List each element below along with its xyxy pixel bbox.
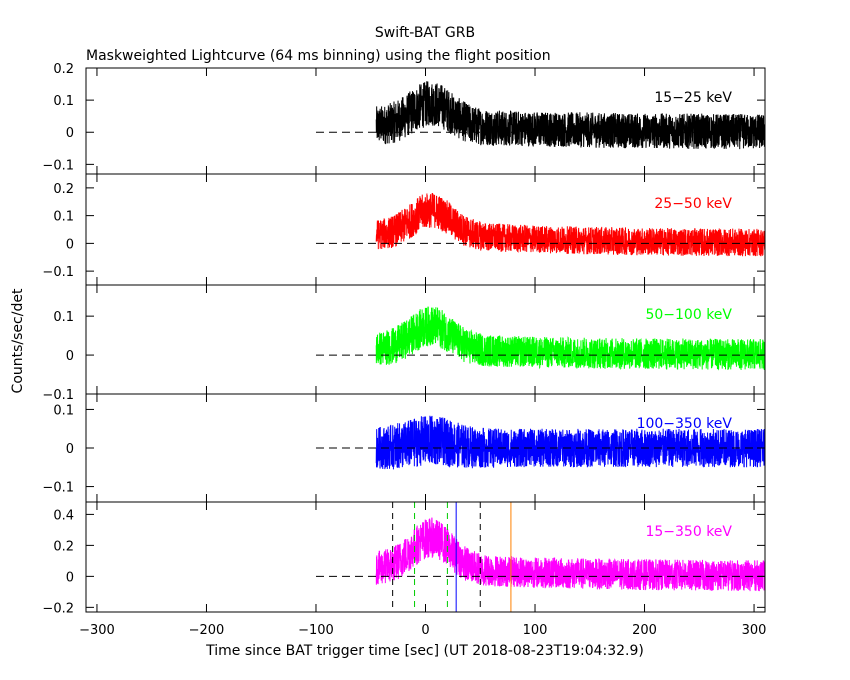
y-tick-label: 0.1 [53, 310, 74, 325]
panel-frame-3 [85, 284, 766, 395]
y-tick-label: 0 [66, 442, 74, 457]
lightcurve-trace-2 [375, 192, 766, 257]
panel-2: −0.1 0 0.1 0.2 25−50 keV [42, 173, 766, 286]
lightcurve-trace-1 [375, 81, 766, 150]
y-tick-label: −0.1 [42, 388, 74, 403]
y-tick-label: 0.1 [53, 94, 74, 109]
energy-band-label-4: 100−350 keV [637, 416, 733, 432]
y-tick-label: 0.4 [53, 508, 74, 523]
y-tick-label: 0.2 [53, 539, 74, 554]
chart-title: Swift-BAT GRB [375, 25, 475, 41]
y-tick-label: 0.2 [53, 62, 74, 77]
lightcurve-trace-4 [375, 415, 766, 470]
x-axis-label: Time since BAT trigger time [sec] (UT 20… [205, 643, 644, 659]
energy-band-label-2: 25−50 keV [654, 196, 732, 212]
panel-1: −0.1 0 0.1 0.2 15−25 keV [42, 62, 766, 175]
x-tick-label: −100 [298, 623, 334, 638]
y-tick-label: −0.1 [42, 481, 74, 496]
x-tick-label: −300 [79, 623, 115, 638]
energy-band-label-1: 15−25 keV [654, 90, 732, 106]
panel-3: −0.1 0 0.1 50−100 keV [42, 284, 766, 403]
panel-5: −0.2 0 0.2 0.4 15−350 keV [42, 501, 766, 616]
y-tick-label: 0 [66, 570, 74, 585]
panel-frame-2 [85, 173, 766, 286]
y-tick-label: −0.2 [42, 601, 74, 616]
x-tick-label: 100 [523, 623, 548, 638]
x-tick-label: 0 [421, 623, 429, 638]
y-tick-label: 0.2 [53, 182, 74, 197]
y-tick-label: −0.1 [42, 265, 74, 280]
panel-4: −0.1 0 0.1 100−350 keV [42, 393, 766, 503]
energy-band-label-3: 50−100 keV [645, 307, 732, 323]
energy-band-label-5: 15−350 keV [645, 524, 732, 540]
lightcurve-trace-5 [375, 517, 766, 592]
x-tick-label: −200 [189, 623, 225, 638]
chart-subtitle: Maskweighted Lightcurve (64 ms binning) … [86, 48, 551, 64]
y-tick-label: 0 [66, 349, 74, 364]
y-tick-label: 0.1 [53, 403, 74, 418]
panels: −0.1 0 0.1 0.2 15−25 keV −0.1 0 0.1 0.2 25−50 keV… [42, 62, 766, 638]
y-tick-label: −0.1 [42, 158, 74, 173]
x-tick-label: 300 [742, 623, 767, 638]
y-axis-label: Counts/sec/det [10, 288, 26, 393]
lightcurve-trace-3 [375, 306, 766, 371]
y-tick-label: 0 [66, 237, 74, 252]
x-tick-label: 200 [632, 623, 657, 638]
y-tick-label: 0 [66, 126, 74, 141]
y-tick-label: 0.1 [53, 210, 74, 225]
